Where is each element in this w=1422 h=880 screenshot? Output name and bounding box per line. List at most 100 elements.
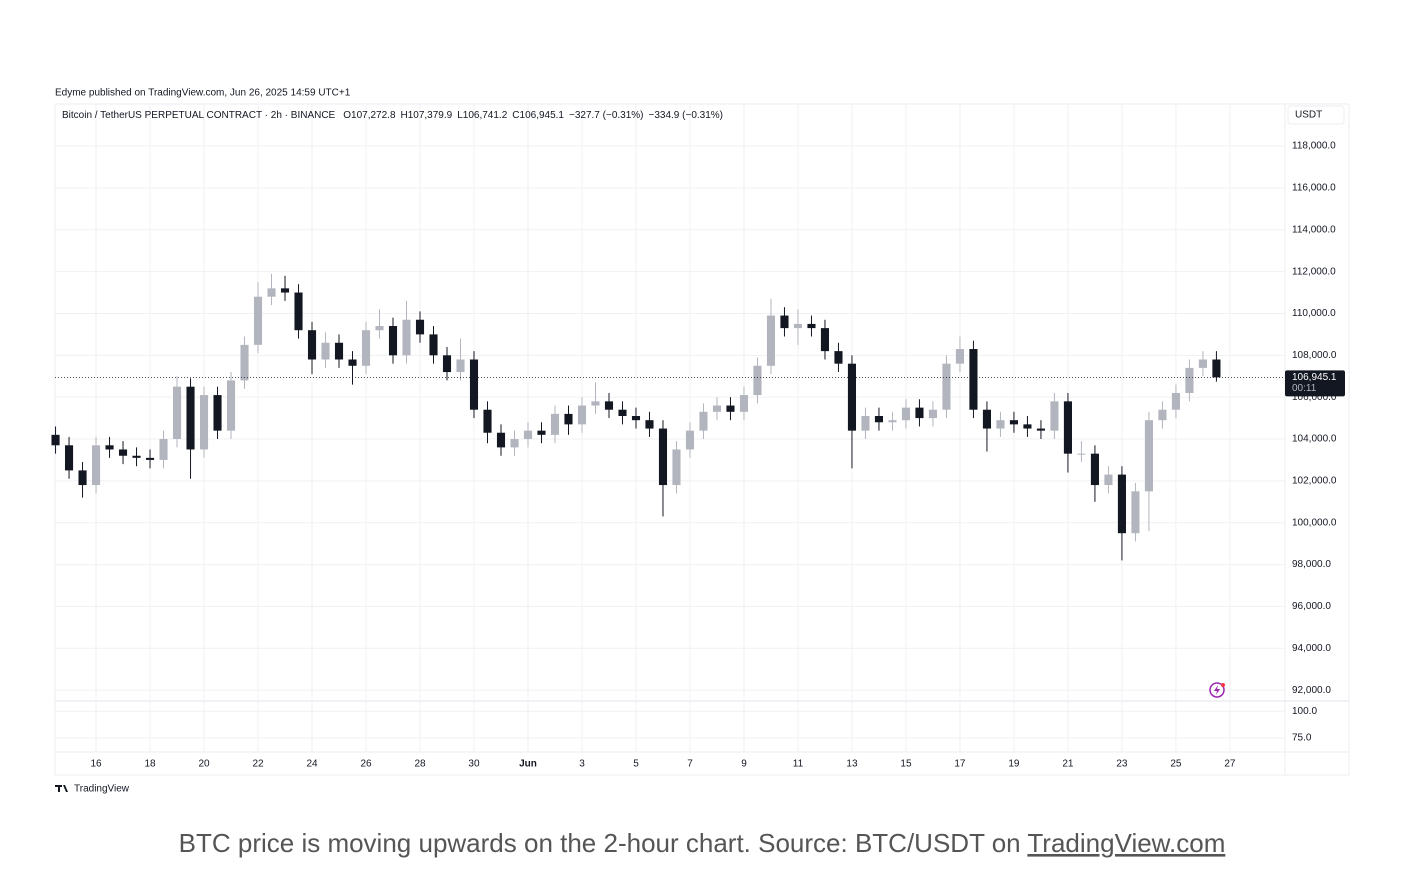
- candle-body: [469, 359, 479, 410]
- caption-text: BTC price is moving upwards on the 2-hou…: [179, 828, 1028, 858]
- candle-body: [64, 445, 74, 471]
- candle-body: [591, 401, 600, 406]
- candle-body: [645, 420, 654, 429]
- x-tick-label: 20: [198, 759, 210, 770]
- x-tick-label: 25: [1170, 759, 1182, 770]
- candle-body: [1036, 428, 1045, 431]
- candle-body: [793, 323, 803, 329]
- x-tick-label: 13: [846, 759, 858, 770]
- candle-body: [496, 432, 506, 448]
- candle-body: [834, 351, 843, 364]
- candle-body: [213, 395, 222, 431]
- candle-body: [1212, 359, 1221, 378]
- currency-box: [1287, 105, 1345, 125]
- candle-body: [726, 405, 735, 412]
- candle-body: [294, 292, 303, 331]
- candle-body: [847, 363, 857, 431]
- candle-body: [658, 428, 668, 486]
- y-tick-label: 98,000.0: [1292, 559, 1331, 570]
- candle-body: [402, 319, 411, 356]
- x-tick-label: 18: [144, 759, 156, 770]
- x-tick-label: 24: [306, 759, 318, 770]
- candle-body: [186, 386, 195, 450]
- candle-body: [982, 409, 991, 429]
- candle-body: [132, 455, 141, 458]
- x-tick-label: Jun: [519, 759, 537, 770]
- candle-body: [523, 430, 533, 440]
- candle-body: [550, 413, 560, 435]
- symbol: Bitcoin / TetherUS PERPETUAL CONTRACT · …: [62, 110, 336, 121]
- candle-body: [1158, 409, 1167, 421]
- y-tick-label: 114,000.0: [1292, 224, 1336, 235]
- x-tick-label: 5: [633, 759, 639, 770]
- candle-body: [1198, 359, 1207, 368]
- y-tick-label: 104,000.0: [1292, 434, 1337, 445]
- candle-body: [415, 319, 425, 335]
- candle-body: [766, 315, 776, 366]
- x-tick-label: 15: [900, 759, 912, 770]
- candle-body: [159, 439, 168, 460]
- candle-body: [240, 344, 249, 381]
- ohlc-value: −334.9 (−0.31%): [649, 110, 724, 121]
- brand: TradingView: [74, 784, 130, 795]
- x-tick-label: 7: [687, 759, 693, 770]
- x-tick-label: 27: [1224, 759, 1236, 770]
- candle-body: [1104, 474, 1113, 486]
- candle-body: [199, 395, 209, 450]
- candle-body: [564, 413, 573, 425]
- candle-body: [456, 359, 465, 373]
- ohlc-value: H107,379.9: [401, 110, 453, 121]
- candle-body: [685, 430, 695, 450]
- candle-body: [172, 386, 182, 440]
- ohlc-value: O107,272.8: [343, 110, 396, 121]
- candle-body: [942, 363, 951, 410]
- candle-body: [928, 409, 938, 419]
- candle-body: [253, 296, 263, 345]
- y-tick-label: 100,000.0: [1292, 517, 1337, 528]
- candle-body: [510, 439, 519, 448]
- x-tick-label: 19: [1008, 759, 1020, 770]
- publisher: Edyme published on TradingView.com, Jun …: [55, 88, 351, 99]
- candle-body: [334, 342, 344, 360]
- candle-body: [78, 470, 87, 486]
- candle-body: [672, 449, 681, 486]
- candle-body: [820, 328, 830, 352]
- candle-body: [1131, 491, 1140, 534]
- caption: BTC price is moving upwards on the 2-hou…: [179, 828, 1226, 858]
- candle-body: [1185, 367, 1194, 393]
- x-tick-label: 11: [793, 759, 804, 770]
- caption-link[interactable]: TradingView.com: [1027, 828, 1225, 858]
- x-tick-label: 17: [954, 759, 966, 770]
- x-tick-label: 23: [1116, 759, 1128, 770]
- y-tick-label: 118,000.0: [1292, 141, 1336, 152]
- x-tick-label: 30: [468, 759, 480, 770]
- candle-body: [1090, 453, 1099, 486]
- brand-logo: [55, 785, 68, 792]
- candle-body: [267, 288, 276, 297]
- candle-body: [888, 420, 897, 423]
- y-tick-label: 110,000.0: [1292, 308, 1336, 319]
- y-tick-label: 94,000.0: [1292, 643, 1331, 654]
- candle-body: [429, 334, 438, 356]
- x-tick-label: 21: [1062, 759, 1074, 770]
- candle-body: [604, 401, 614, 410]
- candle-body: [1063, 401, 1072, 454]
- y-tick-label: 92,000.0: [1292, 685, 1331, 696]
- candle-body: [874, 415, 884, 423]
- candle-body: [105, 445, 114, 450]
- candle-body: [780, 315, 789, 329]
- candle-body: [145, 457, 155, 460]
- candle-body: [699, 411, 708, 431]
- ohlc-value: −327.7 (−0.31%): [569, 110, 644, 121]
- last-price-label: 106,945.1: [1292, 372, 1337, 383]
- x-tick-label: 22: [252, 759, 264, 770]
- y2-tick-label: 100.0: [1292, 706, 1317, 717]
- candle-body: [388, 326, 398, 356]
- candle-body: [901, 407, 911, 421]
- candle-body: [1009, 420, 1018, 425]
- candle-body: [955, 349, 965, 364]
- x-tick-label: 3: [579, 759, 585, 770]
- y-tick-label: 112,000.0: [1292, 266, 1336, 277]
- legend: Bitcoin / TetherUS PERPETUAL CONTRACT · …: [62, 110, 723, 121]
